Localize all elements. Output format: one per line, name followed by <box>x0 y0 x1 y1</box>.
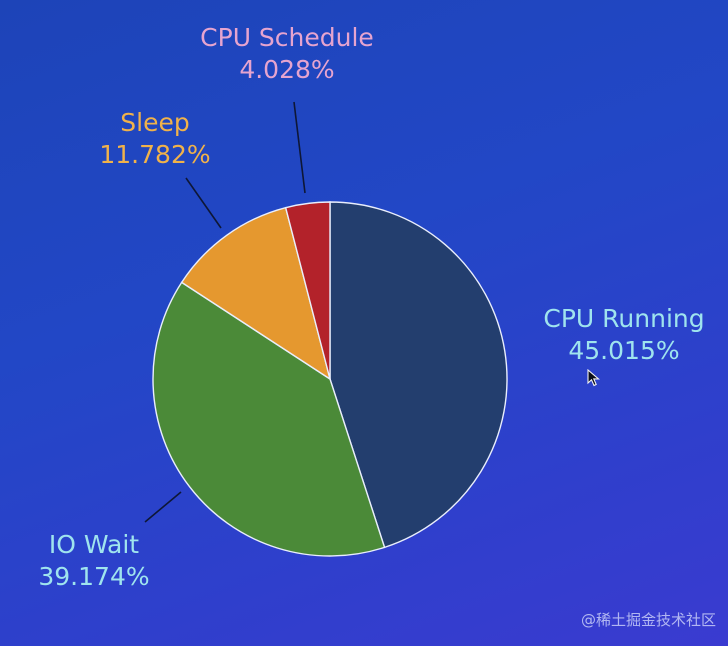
pie-slice-cpu-schedule <box>284 201 331 380</box>
mouse-pointer-icon <box>587 369 600 387</box>
slice-label-io-wait: IO Wait <box>49 530 139 559</box>
watermark: @稀土掘金技术社区 <box>580 611 716 629</box>
leader-line-cpu-schedule <box>293 101 306 194</box>
slice-labels: CPU Running 45.015% IO Wait 39.174% Sleep 11.… <box>38 23 704 591</box>
slice-value-io-wait: 39.174% <box>38 562 149 591</box>
slice-value-cpu-schedule: 4.028% <box>239 55 334 84</box>
slice-label-cpu-schedule: CPU Schedule <box>200 23 374 52</box>
pie-slices <box>152 201 508 557</box>
slice-value-sleep: 11.782% <box>99 140 210 169</box>
pie-slice-io-wait <box>152 281 386 557</box>
leader-lines <box>144 101 306 523</box>
pie-slice-sleep <box>180 206 332 381</box>
slice-label-cpu-running: CPU Running <box>543 304 704 333</box>
leader-line-sleep <box>185 177 222 229</box>
leader-line-io-wait <box>144 491 182 523</box>
slice-value-cpu-running: 45.015% <box>568 336 679 365</box>
pie-slice-cpu-running <box>329 201 508 549</box>
slice-label-sleep: Sleep <box>120 108 189 137</box>
